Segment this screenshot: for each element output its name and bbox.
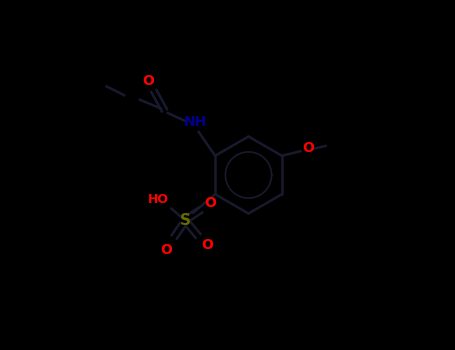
Text: NH: NH [183, 116, 207, 130]
Text: O: O [204, 196, 216, 210]
Text: O: O [201, 238, 213, 252]
Text: HO: HO [148, 193, 169, 206]
Text: S: S [180, 213, 191, 228]
Text: O: O [302, 141, 314, 155]
Text: O: O [142, 74, 154, 88]
Text: O: O [161, 243, 172, 257]
